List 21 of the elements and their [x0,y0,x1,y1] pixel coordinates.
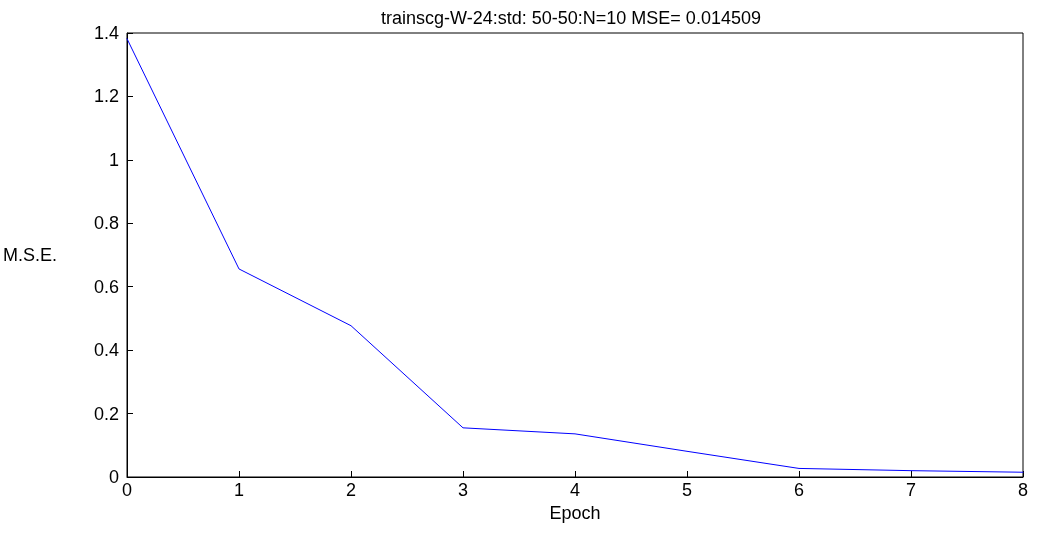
x-tick-label: 2 [346,480,357,500]
x-tick-label: 3 [458,480,469,500]
x-tick-label: 0 [122,480,133,500]
y-tick-label: 0.2 [93,403,120,424]
x-tick-label: 7 [905,480,917,500]
chart-title: trainscg-W-24:std: 50-50:N=10 MSE= 0.014509 [381,8,761,28]
x-tick-label: 8 [1017,480,1029,500]
x-tick-label: 5 [682,480,693,500]
x-tick-label: 4 [570,480,581,500]
y-tick-label: 0.4 [93,340,120,361]
y-tick-label: 1.2 [93,86,120,107]
y-tick-label: 1.4 [93,23,120,43]
x-axis-title: Epoch [549,502,601,523]
y-axis-title: M.S.E. [2,245,58,265]
line-series [126,38,1024,473]
x-tick-label: 1 [234,480,245,500]
y-tick-label: 0.6 [93,276,120,297]
x-tick-label: 6 [793,480,805,500]
y-tick-label: 0.8 [93,213,120,234]
y-tick-label: 0 [108,467,120,487]
y-tick-label: 1 [108,149,120,170]
